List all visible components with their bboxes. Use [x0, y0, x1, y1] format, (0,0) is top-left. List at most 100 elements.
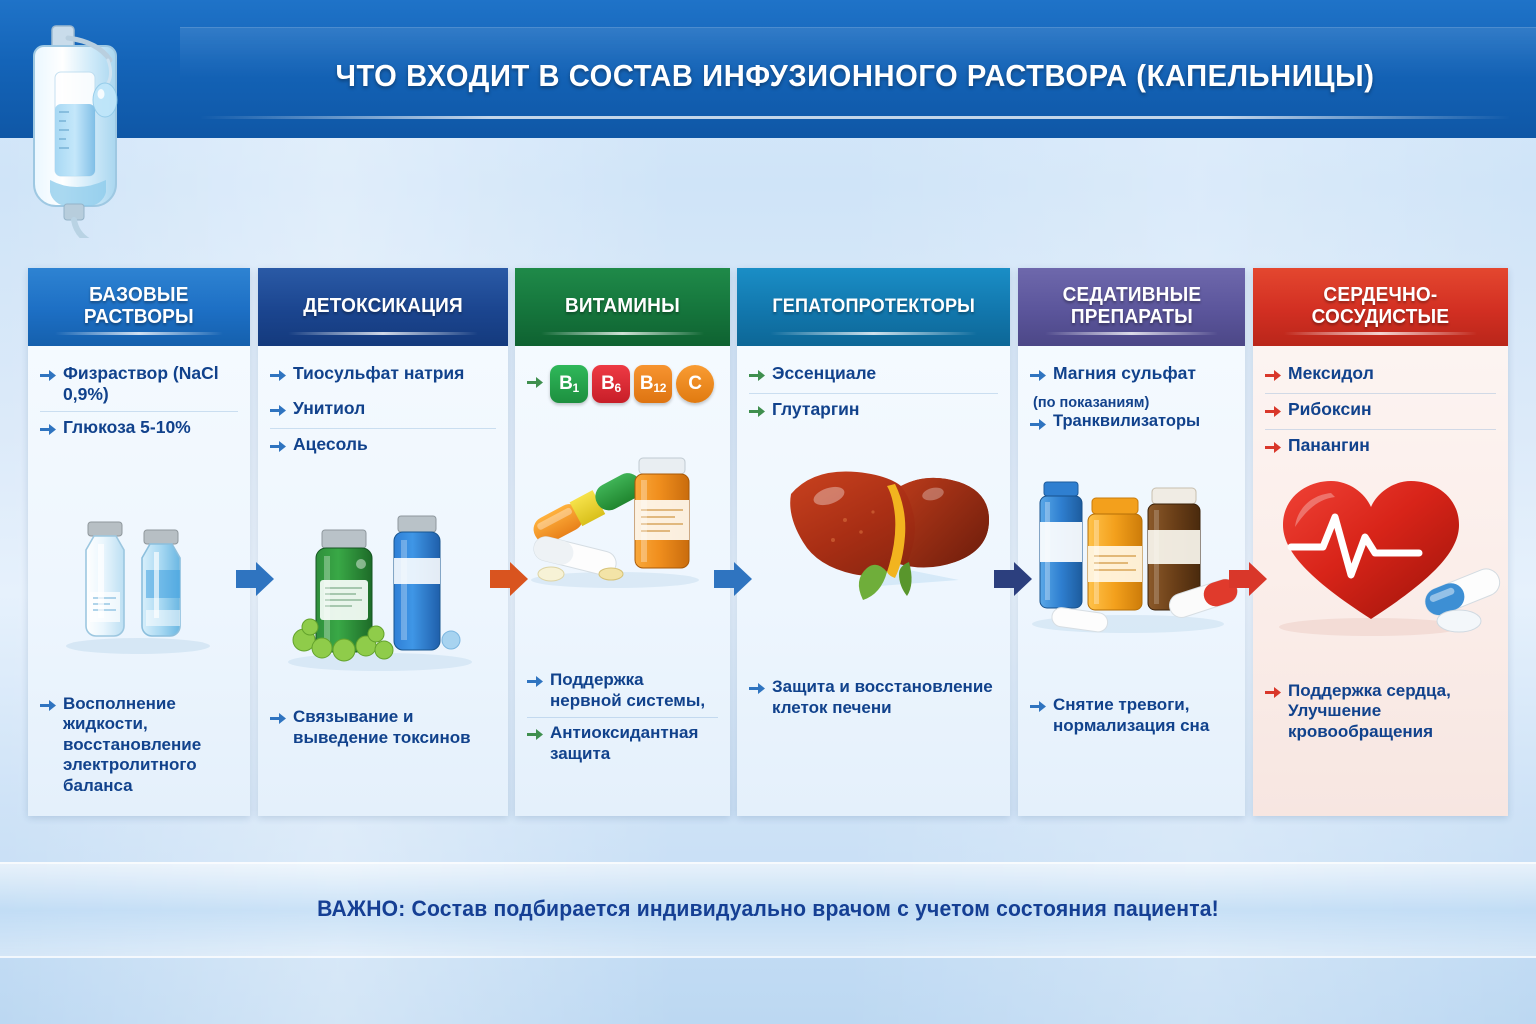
column-body-sedatives: Магния сульфат (по показаниям) Транквили… [1018, 346, 1245, 816]
flow-arrow-detox-to-vitamins [490, 560, 530, 603]
column-cardiovascular[interactable]: СЕРДЕЧНО- СОСУДИСТЫЕ [1253, 268, 1508, 816]
list-item[interactable]: Магния сульфат [1030, 358, 1233, 393]
outcome-detox: Связывание и выведение токсинов [270, 702, 496, 754]
flow-arrow-base-to-detox [236, 560, 276, 603]
outcome-label: Поддержка сердца, Улучшение кровообращен… [1288, 680, 1451, 741]
list-item[interactable]: Панангин [1265, 429, 1496, 465]
flow-arrow-vitamins-to-hepatoprotectors [714, 560, 754, 603]
column-header-sedatives: СЕДАТИВНЫЕ ПРЕПАРАТЫ [1018, 268, 1245, 346]
list-item[interactable]: Рибоксин [1265, 393, 1496, 429]
item-list-base-solutions: Физраствор (NaCl 0,9%) Глюкоза 5-10% [40, 358, 238, 447]
arrow-bullet-icon [270, 366, 286, 387]
list-item[interactable]: Глутаргин [749, 393, 998, 429]
column-header-detox: ДЕТОКСИКАЦИЯ [258, 268, 508, 346]
arrow-bullet-icon [1030, 698, 1046, 718]
column-title-line-1: ГЕПАТОПРОТЕКТОРЫ [772, 295, 975, 317]
two-infusion-vials-icon [28, 506, 250, 656]
column-sedatives[interactable]: СЕДАТИВНЫЕ ПРЕПАРАТЫ [1018, 268, 1245, 816]
column-title-line-1: БАЗОВЫЕ [89, 284, 189, 307]
arrow-bullet-icon [1265, 438, 1281, 459]
column-title-line-1: СЕДАТИВНЫЕ [1062, 284, 1201, 307]
column-vitamins[interactable]: ВИТАМИНЫ [515, 268, 730, 816]
list-item-label: Глутаргин [772, 399, 860, 419]
arrow-bullet-icon [270, 437, 286, 458]
header-gleam [1045, 332, 1218, 335]
list-item[interactable]: Физраствор (NaCl 0,9%) [40, 358, 238, 411]
column-header-hepatoprotectors: ГЕПАТОПРОТЕКТОРЫ [737, 268, 1010, 346]
header-gleam [769, 332, 978, 335]
flow-arrow-hepatoprotectors-to-sedatives [994, 560, 1034, 603]
flow-arrow-sedatives-to-cardiovascular [1229, 560, 1269, 603]
arrow-bullet-icon [1265, 402, 1281, 423]
list-item-label: Транквилизаторы [1053, 411, 1201, 430]
arrow-bullet-icon [270, 401, 286, 422]
list-item-label: Панангин [1288, 435, 1370, 455]
outcome-sedatives: Снятие тревоги, нормализация сна [1030, 690, 1233, 742]
outcome-row: Связывание и выведение токсинов [270, 702, 496, 754]
list-item-label: Глюкоза 5-10% [63, 417, 191, 437]
item-list-hepatoprotectors: Эссенциале Глутаргин [749, 358, 998, 429]
vitamin-badge-b12: B 12 [634, 365, 672, 403]
footer-band [0, 862, 1536, 958]
header-gleam [288, 332, 478, 335]
column-title-line-1: СЕРДЕЧНО- [1323, 284, 1438, 307]
liver-icon [737, 436, 1010, 616]
column-title-line-2: ПРЕПАРАТЫ [1070, 306, 1193, 328]
outcome-cardiovascular: Поддержка сердца, Улучшение кровообращен… [1265, 676, 1496, 748]
assorted-medicine-bottles-icon [1018, 466, 1245, 646]
arrow-bullet-icon [40, 366, 56, 387]
arrow-bullet-icon [1030, 366, 1046, 387]
column-title-line-2: РАСТВОРЫ [84, 306, 194, 328]
arrow-bullet-icon [1265, 684, 1281, 704]
outcome-row: Восполнение жидкости, восстановление эле… [40, 689, 238, 802]
capsules-and-pill-bottle-icon [515, 416, 730, 596]
outcome-vitamins: Поддержка нервной системы, Антиоксидантн… [527, 665, 718, 770]
heart-with-pulse-icon [1253, 471, 1508, 651]
header-band [0, 0, 1536, 138]
list-item[interactable]: Транквилизаторы [1030, 412, 1233, 442]
list-item[interactable]: Унитиол [270, 393, 496, 428]
column-title-line-1: ДЕТОКСИКАЦИЯ [303, 295, 463, 318]
arrow-bullet-icon [749, 366, 765, 387]
arrow-bullet-icon [527, 673, 543, 693]
column-title-line-2: СОСУДИСТЫЕ [1311, 306, 1450, 328]
column-title-line-1: ВИТАМИНЫ [565, 295, 680, 318]
vitamin-badge-c: C [676, 365, 714, 403]
arrow-bullet-icon [270, 710, 286, 730]
list-item[interactable]: Глюкоза 5-10% [40, 411, 238, 447]
item-list-cardiovascular: Мексидол Рибоксин Панангин [1265, 358, 1496, 465]
column-header-base-solutions: БАЗОВЫЕ РАСТВОРЫ [28, 268, 250, 346]
column-header-cardiovascular: СЕРДЕЧНО- СОСУДИСТЫЕ [1253, 268, 1508, 346]
header-inner-bar [180, 27, 1536, 119]
category-columns: БАЗОВЫЕ РАСТВОРЫ [0, 268, 1536, 816]
list-item-label: Тиосульфат натрия [293, 363, 465, 383]
outcome-row: Снятие тревоги, нормализация сна [1030, 690, 1233, 742]
column-hepatoprotectors[interactable]: ГЕПАТОПРОТЕКТОРЫ [737, 268, 1010, 816]
list-item[interactable]: Мексидол [1265, 358, 1496, 393]
list-item[interactable]: Тиосульфат натрия [270, 358, 496, 393]
list-item[interactable]: Эссенциале [749, 358, 998, 393]
green-and-blue-bottles-icon [258, 494, 508, 674]
outcome-base-solutions: Восполнение жидкости, восстановление эле… [40, 689, 238, 802]
footer-note: ВАЖНО: Состав подбирается индивидуально … [317, 896, 1219, 921]
list-item-label: Эссенциале [772, 363, 877, 383]
arrow-bullet-icon [1265, 366, 1281, 387]
outcome-hepatoprotectors: Защита и восстановление клеток печени [749, 672, 998, 724]
column-body-detox: Тиосульфат натрия Унитиол Ацесоль [258, 346, 508, 816]
arrow-bullet-icon [40, 697, 56, 717]
header-gleam [54, 332, 224, 335]
outcome-row: Поддержка нервной системы, [527, 665, 718, 717]
arrow-bullet-icon [527, 726, 543, 746]
outcome-label: Поддержка нервной системы, [550, 670, 706, 710]
column-detox[interactable]: ДЕТОКСИКАЦИЯ [258, 268, 508, 816]
column-base-solutions[interactable]: БАЗОВЫЕ РАСТВОРЫ [28, 268, 250, 816]
list-item[interactable]: Ацесоль [270, 428, 496, 464]
outcome-row: Антиоксидантная защита [527, 717, 718, 770]
column-body-hepatoprotectors: Эссенциале Глутаргин Защита и во [737, 346, 1010, 816]
